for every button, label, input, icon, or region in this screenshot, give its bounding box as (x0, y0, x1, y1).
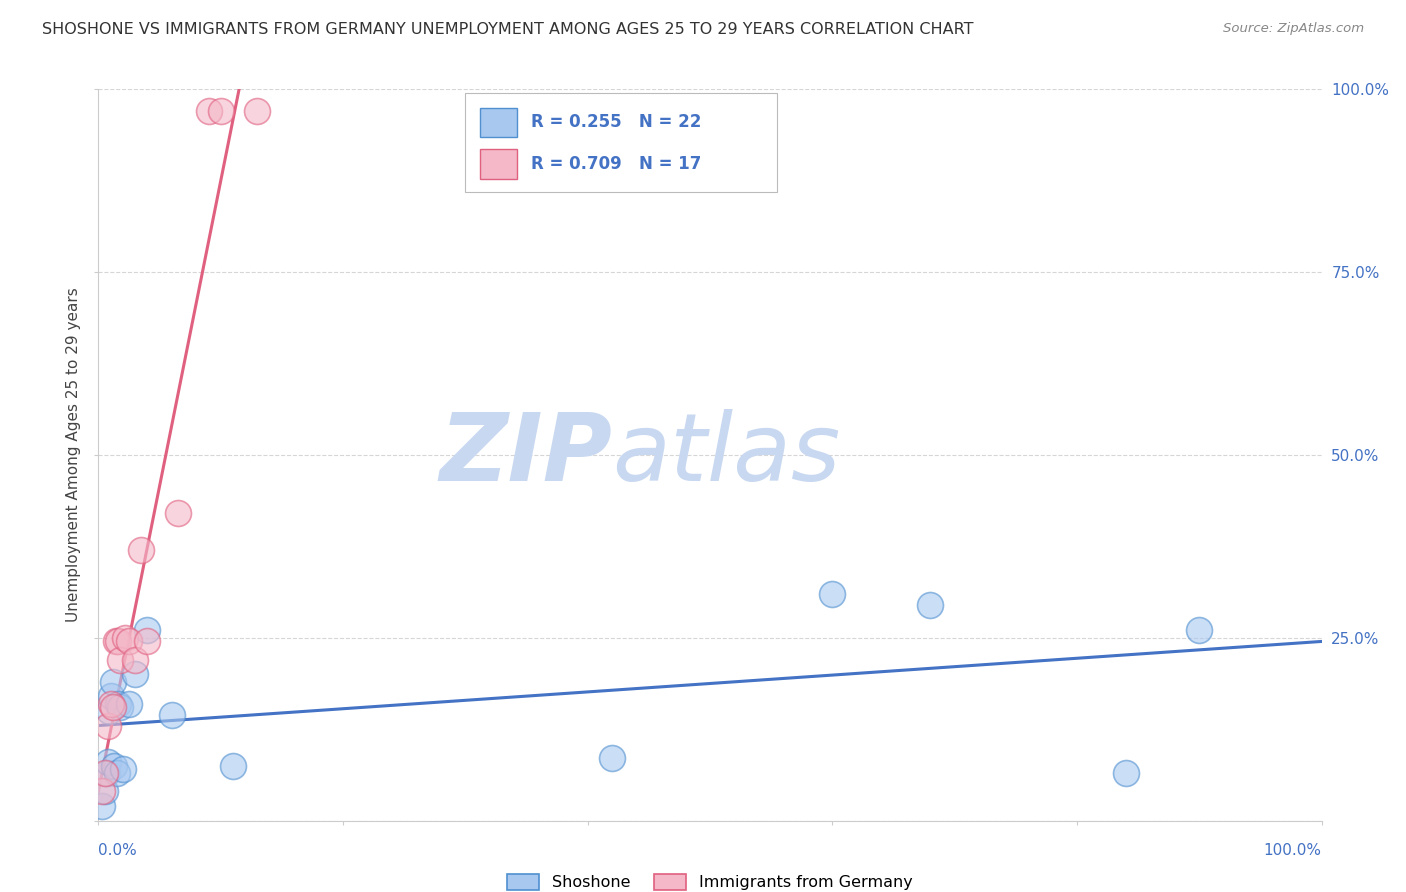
Point (111, 763, 134, 777)
Point (136, 634, 159, 648)
Text: R = 0.255   N = 22: R = 0.255 N = 22 (531, 113, 702, 131)
Legend: Shoshone, Immigrants from Germany: Shoshone, Immigrants from Germany (501, 867, 920, 892)
Point (110, 653, 132, 667)
Point (101, 674, 124, 689)
FancyBboxPatch shape (465, 93, 778, 192)
Point (105, 766, 128, 780)
Point (118, 634, 141, 648)
Point (98, 704, 121, 718)
Point (107, 634, 129, 648)
Point (160, 707, 183, 722)
Point (246, 104, 269, 119)
Point (197, 104, 219, 119)
Point (821, 587, 844, 601)
Point (129, 543, 152, 558)
Point (167, 507, 190, 521)
Point (100, 697, 122, 711)
Point (222, 758, 245, 772)
Point (124, 667, 146, 681)
Text: 100.0%: 100.0% (1264, 843, 1322, 858)
Point (93, 766, 115, 780)
Point (101, 700, 124, 714)
Point (136, 624, 159, 638)
Text: atlas: atlas (612, 409, 841, 500)
Point (920, 598, 942, 612)
Text: Source: ZipAtlas.com: Source: ZipAtlas.com (1223, 22, 1364, 36)
Point (107, 697, 129, 711)
Text: 0.0%: 0.0% (98, 843, 138, 858)
Point (100, 690, 122, 704)
Point (600, 751, 623, 765)
Point (114, 631, 136, 645)
Point (209, 104, 232, 119)
Text: R = 0.709   N = 17: R = 0.709 N = 17 (531, 155, 702, 173)
FancyBboxPatch shape (479, 108, 517, 137)
Point (91, 784, 114, 798)
Point (1115, 766, 1137, 780)
Point (118, 697, 141, 711)
Point (97, 755, 120, 769)
Point (1188, 624, 1211, 638)
Text: SHOSHONE VS IMMIGRANTS FROM GERMANY UNEMPLOYMENT AMONG AGES 25 TO 29 YEARS CORRE: SHOSHONE VS IMMIGRANTS FROM GERMANY UNEM… (42, 22, 974, 37)
Point (91, 799, 114, 814)
Point (96, 766, 118, 780)
Y-axis label: Unemployment Among Ages 25 to 29 years: Unemployment Among Ages 25 to 29 years (66, 287, 82, 623)
FancyBboxPatch shape (479, 149, 517, 178)
Point (104, 634, 127, 648)
Point (93, 784, 115, 798)
Point (110, 700, 132, 714)
Text: ZIP: ZIP (439, 409, 612, 501)
Point (124, 653, 146, 667)
Point (97, 718, 120, 732)
Point (103, 758, 125, 772)
